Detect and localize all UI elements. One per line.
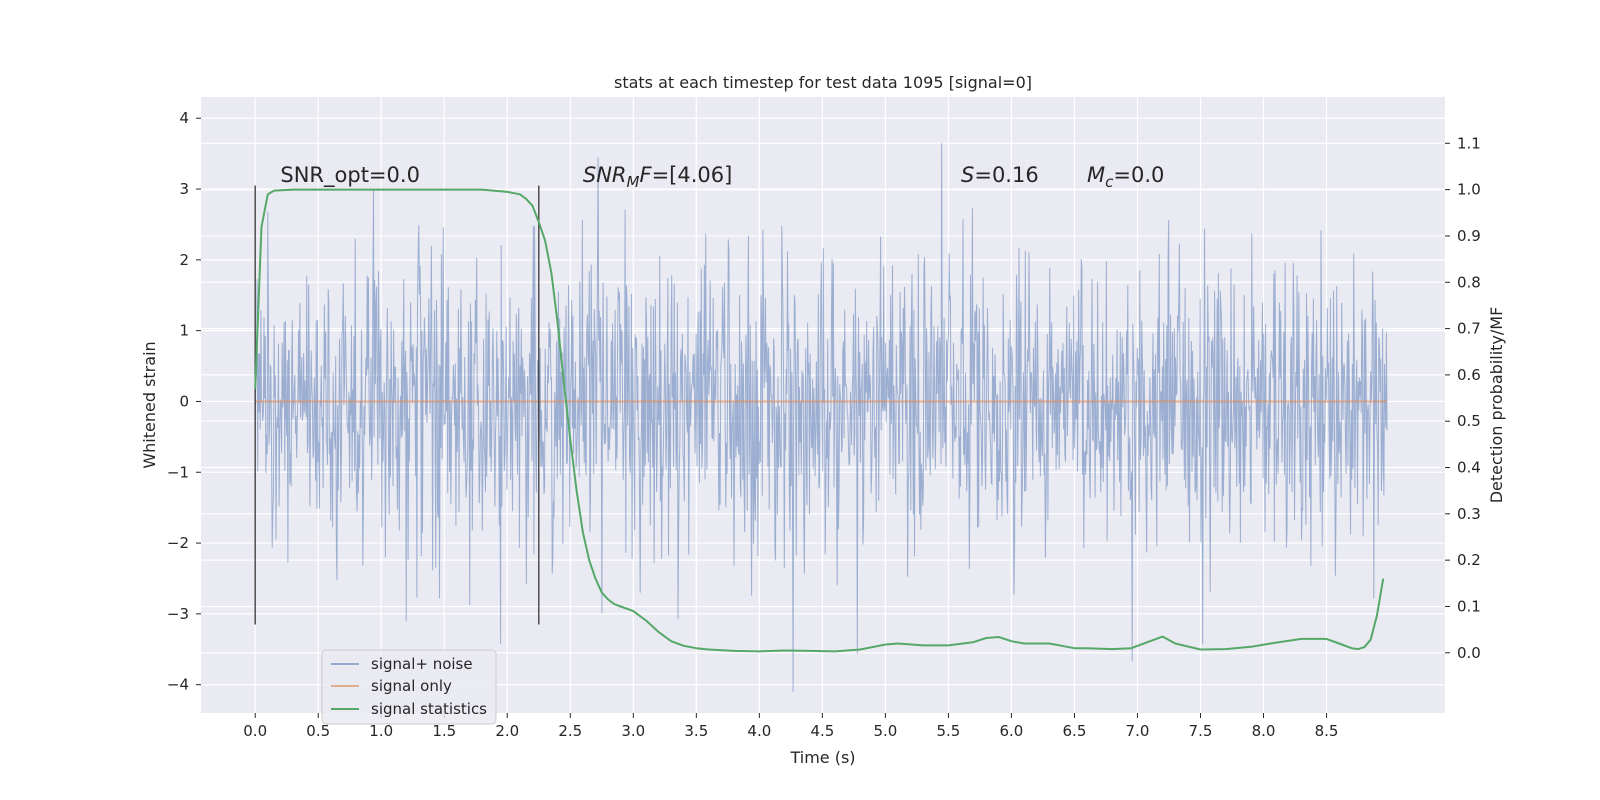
y2-tick-label: 0.6 [1457, 366, 1481, 384]
annotation-part: =[4.06] [652, 163, 733, 187]
y-tick-label: 4 [179, 109, 189, 127]
x-tick-label: 4.5 [810, 722, 834, 740]
y-tick-label: 3 [179, 180, 189, 198]
annotation-part: S [961, 163, 974, 187]
y-tick-label: 0 [179, 392, 189, 410]
x-tick-label: 8.5 [1315, 722, 1339, 740]
y2-tick-label: 1.1 [1457, 134, 1481, 152]
legend-label-signal-only: signal only [371, 677, 452, 695]
annotation-part: F [639, 163, 652, 187]
series-line-signal-statistics [254, 188, 1385, 653]
annotation-part: =0.0 [1113, 163, 1164, 187]
y-tick-label: 2 [179, 251, 189, 269]
annotation: SNR_opt=0.0 [280, 163, 420, 188]
x-tick-label: 2.5 [558, 722, 582, 740]
y2-tick-label: 0.4 [1457, 459, 1481, 477]
series-signal-statistics [254, 188, 1385, 653]
annotation-part: =0.16 [974, 163, 1038, 187]
y2-tick-label: 0.5 [1457, 412, 1481, 430]
y-axis-right: 1.1 1.0 0.9 0.8 0.7 0.6 0.5 0.4 0.3 0.2 0.1 0.0 [1445, 134, 1481, 662]
y-axis-label: Whitened strain [140, 341, 159, 468]
y2-tick-label: 0.8 [1457, 273, 1481, 291]
legend: signal+ noise signal only signal statist… [321, 649, 497, 725]
annotation-part: SNR_opt=0.0 [280, 163, 420, 188]
x-tick-label: 8.0 [1252, 722, 1276, 740]
legend-label-signal-statistics: signal statistics [371, 700, 487, 718]
x-axis-label: Time (s) [789, 748, 855, 767]
y-tick-label: −1 [167, 463, 189, 481]
vertical-markers [254, 185, 540, 625]
x-tick-label: 6.0 [999, 722, 1023, 740]
x-axis: 0.0 0.5 1.0 1.5 2.0 2.5 3.0 3.5 4.0 4.5 5.0 5.5 6.0 6… [243, 713, 1338, 740]
x-tick-label: 3.0 [621, 722, 645, 740]
x-tick-label: 7.5 [1189, 722, 1213, 740]
series-signal-noise [254, 143, 1388, 692]
series-line-signal-noise [254, 143, 1388, 692]
y2-tick-label: 0.7 [1457, 320, 1481, 338]
annotation: Mc=0.0 [1087, 163, 1164, 191]
y-tick-label: −3 [167, 605, 189, 623]
x-tick-label: 3.5 [684, 722, 708, 740]
annotation: S=0.16 [961, 163, 1039, 187]
chart-title: stats at each timestep for test data 109… [614, 73, 1032, 92]
y-tick-label: −4 [167, 676, 189, 694]
annotation-part: SNR [583, 163, 627, 187]
x-tick-label: 7.0 [1126, 722, 1150, 740]
y2-tick-label: 0.3 [1457, 505, 1481, 523]
annotation-part: M [627, 173, 640, 191]
y2-tick-label: 0.0 [1457, 644, 1481, 662]
x-tick-label: 2.0 [495, 722, 519, 740]
y2-tick-label: 0.2 [1457, 551, 1481, 569]
legend-label-signal-noise: signal+ noise [371, 655, 473, 673]
x-tick-label: 1.5 [432, 722, 456, 740]
x-tick-label: 5.5 [936, 722, 960, 740]
y2-axis-label: Detection probability/MF [1487, 307, 1506, 504]
x-tick-label: 0.5 [306, 722, 330, 740]
y2-tick-label: 0.1 [1457, 597, 1481, 615]
y-tick-label: −2 [167, 534, 189, 552]
x-tick-label: 4.0 [747, 722, 771, 740]
x-tick-label: 1.0 [369, 722, 393, 740]
annotation: SNRMF=[4.06] [583, 163, 732, 191]
annotation-part: c [1105, 173, 1114, 191]
x-tick-label: 0.0 [243, 722, 267, 740]
legend-box [321, 649, 497, 725]
y2-tick-label: 0.9 [1457, 227, 1481, 245]
y-axis-left: 4 3 2 1 0 −1 −2 −3 −4 [167, 109, 201, 694]
y-tick-label: 1 [179, 322, 189, 340]
annotations: SNR_opt=0.0 SNRMF=[4.06] S=0.16 Mc=0.0 [280, 163, 1164, 191]
y2-tick-label: 1.0 [1457, 181, 1481, 199]
x-tick-label: 5.0 [873, 722, 897, 740]
x-tick-label: 6.5 [1063, 722, 1087, 740]
annotation-part: M [1087, 163, 1105, 187]
